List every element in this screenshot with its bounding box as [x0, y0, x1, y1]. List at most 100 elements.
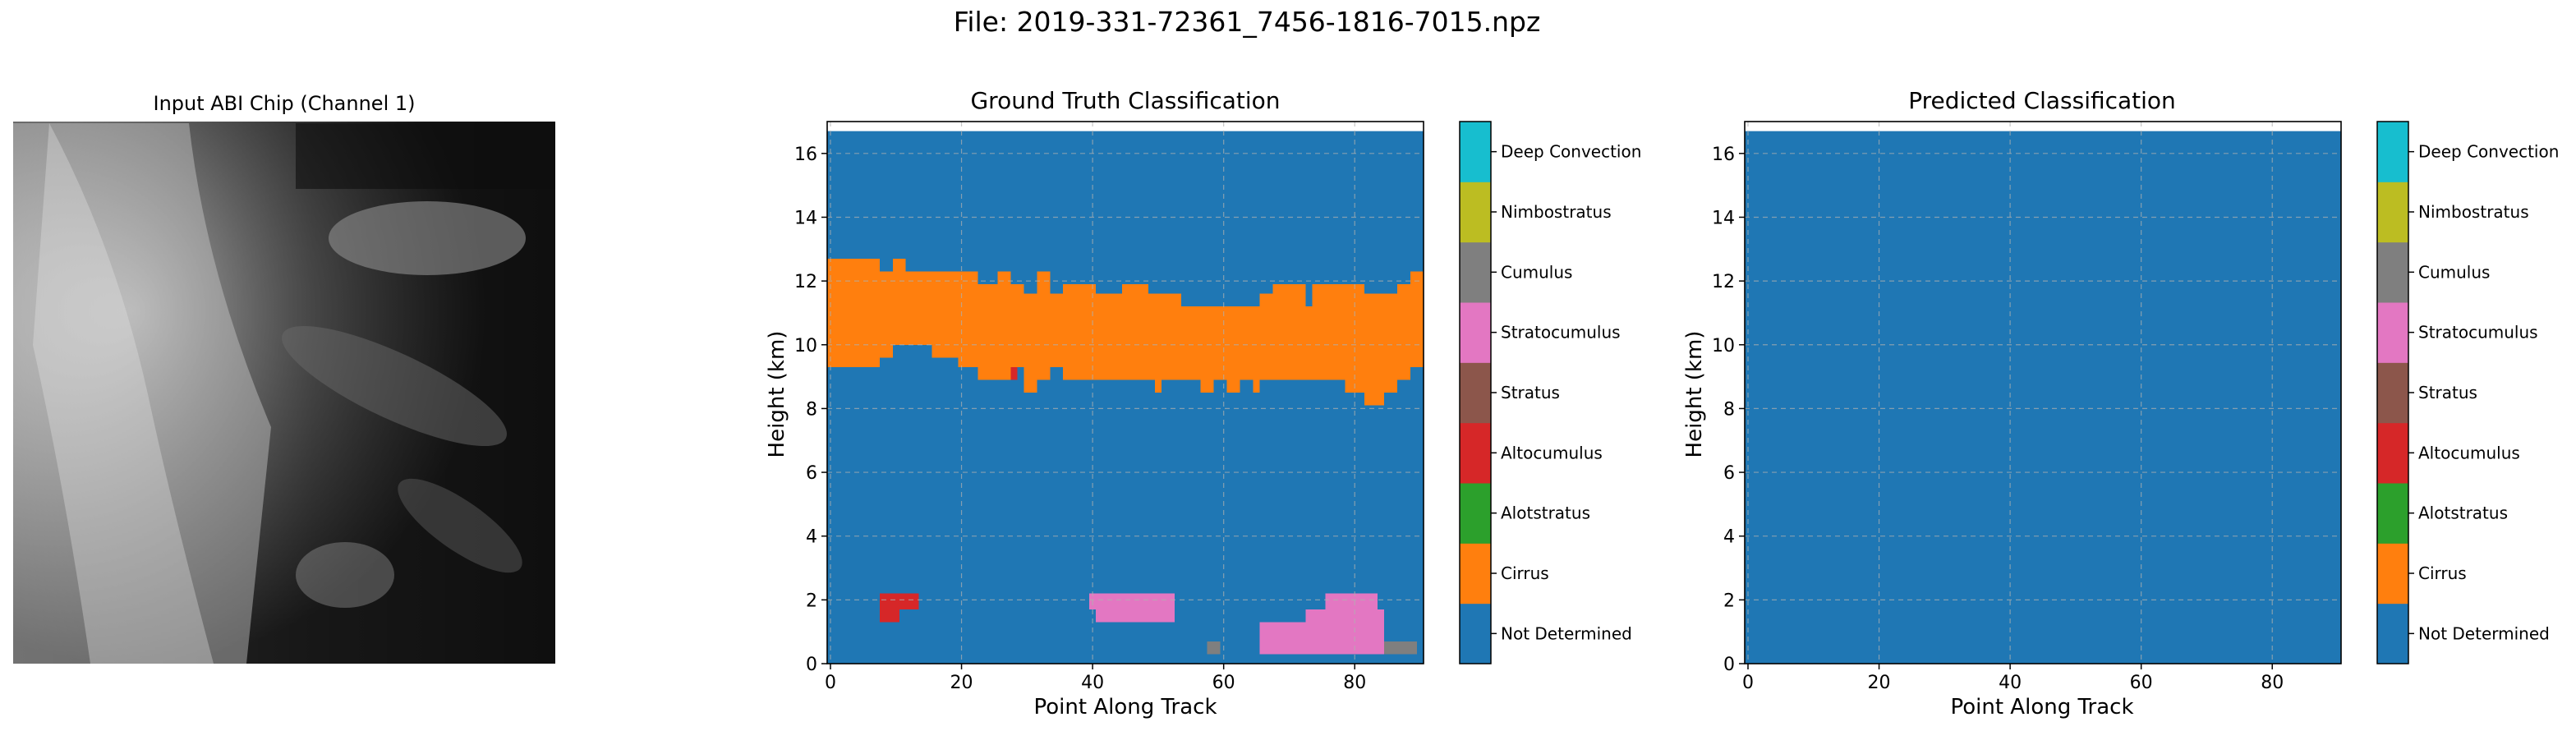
- pred-colorbar-swatch: [2377, 603, 2408, 664]
- gt-cell-cirrus: [997, 271, 1011, 380]
- gt-cell-cirrus: [1037, 271, 1051, 380]
- gt-cell-cumulus: [1384, 641, 1418, 655]
- gt-colorbar-swatch: [1460, 241, 1491, 303]
- gt-colorbar-label: Nimbostratus: [1501, 202, 1612, 222]
- pred-ytick-label: 8: [1723, 399, 1735, 420]
- gt-colorbar-label: Cirrus: [1501, 563, 1549, 583]
- pred-axes: 0 20 40 60 80 0 2 4 6 8 10 12 14 16: [1712, 121, 2342, 693]
- gt-cell-cirrus: [978, 284, 998, 380]
- gt-colorbar-label: Stratus: [1501, 383, 1560, 402]
- gt-colorbar-frame: [1459, 121, 1492, 664]
- gt-cell-cirrus: [1063, 284, 1097, 380]
- gt-cell-cirrus: [1305, 306, 1313, 380]
- pred-colorbar: Not Determined Cirrus Alotstratus Altocumul…: [2376, 121, 2559, 664]
- gt-ytick-label: 12: [794, 272, 817, 292]
- gt-cell-cirrus: [827, 258, 880, 367]
- pred-xtick-label: 20: [1868, 673, 1891, 693]
- gt-cell-cirrus: [1253, 306, 1260, 393]
- pred-colorbar-swatch: [2377, 122, 2408, 182]
- gt-colorbar-label: Deep Convection: [1501, 142, 1641, 162]
- gt-frame: [826, 121, 1424, 664]
- gt-cell-altocumulus: [879, 593, 919, 609]
- pred-ytick-label: 16: [1712, 145, 1735, 165]
- gt-cell-cirrus: [1096, 293, 1123, 380]
- gt-cell-cirrus: [1050, 293, 1064, 367]
- gt-cell-cirrus: [1154, 293, 1162, 393]
- pred-colorbar-swatch: [2377, 302, 2408, 363]
- gt-title: Ground Truth Classification: [970, 87, 1280, 114]
- pred-colorbar-frame: [2376, 121, 2409, 664]
- gt-ytick-label: 2: [806, 591, 817, 611]
- gt-cell-cirrus: [1272, 284, 1306, 380]
- gt-colorbar-label: Alotstratus: [1501, 503, 1590, 523]
- pred-xtick-label: 40: [1999, 673, 2022, 693]
- gt-cell-cirrus: [1259, 293, 1273, 380]
- gt-cell-cirrus: [1148, 293, 1155, 380]
- gt-cell-cirrus: [905, 271, 932, 345]
- gt-ytick-label: 16: [794, 145, 817, 165]
- pred-ytick-label: 2: [1723, 591, 1735, 611]
- pred-colorbar-label: Stratus: [2418, 383, 2477, 402]
- gt-cell-cirrus: [1240, 306, 1254, 380]
- pred-colorbar-swatch: [2377, 483, 2408, 544]
- gt-cell-cirrus: [1122, 284, 1148, 380]
- pred-colorbar-label: Not Determined: [2418, 623, 2550, 643]
- pred-xtick-label: 60: [2130, 673, 2153, 693]
- gt-cell-stratocumulus: [1325, 593, 1378, 609]
- gt-cell-cirrus: [892, 258, 906, 345]
- gt-cell-cirrus: [1410, 271, 1424, 367]
- gt-cell-cirrus: [1180, 306, 1201, 380]
- gt-cell-cirrus: [1226, 306, 1240, 393]
- gt-cell-stratocumulus: [1305, 609, 1385, 623]
- gt-cell-cirrus: [1161, 293, 1181, 380]
- gt-colorbar-swatch: [1460, 182, 1491, 243]
- gt-xtick-label: 80: [1343, 673, 1366, 693]
- pred-colorbar-swatch: [2377, 362, 2408, 424]
- gt-ytick-label: 0: [806, 655, 817, 675]
- gt-colorbar-swatch: [1460, 422, 1491, 484]
- pred-colorbar-swatch: [2377, 182, 2408, 243]
- gt-ytick-label: 10: [794, 336, 817, 356]
- pred-title: Predicted Classification: [1908, 87, 2176, 114]
- pred-colorbar-label: Altocumulus: [2418, 443, 2520, 462]
- gt-cell-stratocumulus: [1089, 593, 1175, 609]
- pred-colorbar-swatch: [2377, 422, 2408, 484]
- gt-colorbar-swatch: [1460, 362, 1491, 424]
- pred-colorbar-swatch: [2377, 241, 2408, 303]
- gt-ytick-label: 14: [794, 208, 817, 228]
- gt-cell-cirrus: [958, 271, 978, 367]
- pred-colorbar-swatch: [2377, 543, 2408, 605]
- gt-cell-altocumulus: [879, 609, 899, 623]
- pred-colorbar-label: Cirrus: [2418, 563, 2467, 583]
- gt-ylabel: Height (km): [765, 331, 789, 458]
- gt-cell-cirrus: [1010, 284, 1024, 367]
- gt-colorbar-label: Altocumulus: [1501, 443, 1603, 462]
- gt-xtick-label: 40: [1081, 673, 1104, 693]
- pred-ytick-label: 6: [1723, 463, 1735, 484]
- gt-colorbar-label: Stratocumulus: [1501, 323, 1621, 343]
- gt-cell-cirrus: [932, 271, 959, 358]
- gt-background-cells: [827, 131, 1424, 664]
- chip-title: Input ABI Chip (Channel 1): [153, 92, 415, 115]
- gt-colorbar-label: Cumulus: [1501, 262, 1572, 282]
- gt-cell-stratocumulus: [1096, 609, 1175, 623]
- pred-xtick-label: 80: [2261, 673, 2284, 693]
- gt-cell-cirrus: [1397, 284, 1411, 380]
- gt-colorbar-swatch: [1460, 302, 1491, 363]
- gt-ytick-label: 8: [806, 399, 817, 420]
- pred-colorbar-label: Stratocumulus: [2418, 323, 2538, 343]
- gt-colorbar: Not Determined Cirrus Alotstratus Altocumul…: [1459, 121, 1641, 664]
- gt-colorbar-swatch: [1460, 603, 1491, 664]
- gt-xtick-label: 0: [825, 673, 836, 693]
- gt-colorbar-label: Not Determined: [1501, 623, 1632, 643]
- gt-cell-cirrus: [1384, 293, 1398, 393]
- gt-colorbar-swatch: [1460, 543, 1491, 605]
- pred-frame: [1744, 121, 2342, 664]
- gt-xtick-label: 20: [950, 673, 973, 693]
- gt-axes: 0 20 40 60 80 0 2 4 6 8 10 12 14 16: [794, 121, 1424, 693]
- gt-ytick-label: 4: [806, 527, 817, 548]
- figure-suptitle: File: 2019-331-72361_7456-1816-7015.npz: [954, 6, 1541, 38]
- gt-cell-cirrus: [1024, 293, 1037, 393]
- gt-cell-cirrus: [879, 271, 893, 358]
